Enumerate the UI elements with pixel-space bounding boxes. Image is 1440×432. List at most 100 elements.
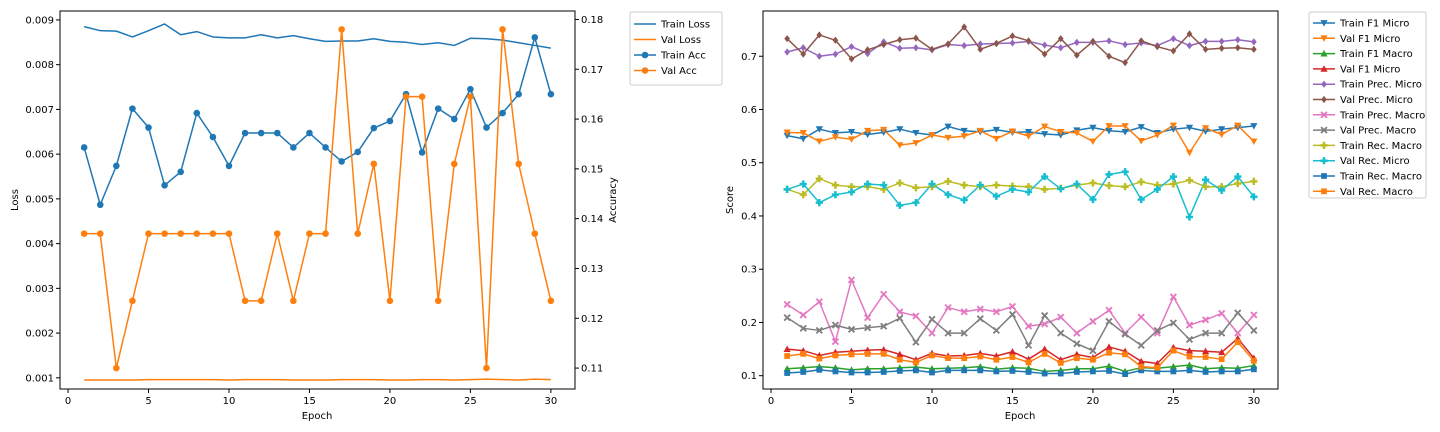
- train-rec-macro-point: [1234, 179, 1242, 188]
- train-prec-micro-point: [784, 48, 791, 56]
- train-acc-point: [209, 133, 217, 141]
- train-prec-micro-point: [1202, 37, 1209, 45]
- train-rec-macro-point: [992, 181, 1000, 189]
- val-f1-micro-point: [1105, 343, 1113, 350]
- train-acc-point: [145, 124, 152, 131]
- train-prec-macro-point: [944, 303, 952, 312]
- val-prec-micro-point: [1154, 43, 1161, 51]
- val-prec-micro-point: [1041, 50, 1048, 58]
- train-rec-macro-point: [1121, 183, 1129, 191]
- y-tick-label: 0.7: [741, 52, 757, 63]
- val-f1-micro-point: [1153, 359, 1161, 367]
- val-prec-macro-point: [1121, 330, 1129, 338]
- train-f1-macro-line: [787, 364, 1254, 373]
- val-f1-micro-point: [960, 133, 968, 140]
- val-f1-micro-point: [1008, 348, 1017, 355]
- x-tick-label: 5: [848, 396, 854, 407]
- train-prec-macro-point: [1169, 293, 1177, 301]
- val-rec-micro-line: [786, 171, 1255, 218]
- train-acc-point: [547, 90, 555, 98]
- chart1-y-ticks: 0.001 0.002 0.003 0.004 0.005 0.006 0.007 0.008…: [25, 15, 60, 384]
- val-rec-micro-point: [1234, 172, 1242, 181]
- train-rec-macro-point: [1122, 371, 1128, 377]
- val-acc-point: [193, 230, 201, 237]
- x-tick-label: 30: [1247, 396, 1260, 407]
- train-rec-macro-point: [929, 369, 935, 376]
- val-rec-macro-point: [1154, 364, 1161, 371]
- train-rec-macro-point: [1137, 178, 1145, 186]
- val-rec-macro-point: [1170, 347, 1177, 354]
- val-prec-macro-point: [1008, 310, 1017, 319]
- val-rec-macro-point: [1202, 354, 1209, 360]
- val-prec-micro-point: [913, 34, 919, 42]
- train-f1-micro-point: [847, 128, 856, 136]
- train-rec-macro-point: [896, 368, 903, 374]
- val-acc-point: [499, 26, 506, 33]
- val-prec-micro-point: [1025, 37, 1032, 45]
- train-prec-macro-point: [912, 312, 920, 320]
- y-tick-label: 0.003: [25, 284, 54, 295]
- val-rec-macro-point: [961, 355, 968, 362]
- legend-marker: [1320, 65, 1328, 72]
- train-rec-macro-point: [1009, 368, 1016, 374]
- legend-marker: [1320, 50, 1328, 57]
- val-rec-micro-point: [1201, 176, 1210, 184]
- val-prec-micro-point: [977, 45, 984, 53]
- train-acc-point: [257, 129, 265, 137]
- val-prec-micro-point: [1073, 51, 1080, 59]
- val-rec-micro-point: [1105, 170, 1113, 179]
- legend-label: Val Rec. Micro: [1340, 156, 1410, 167]
- chart2-y-ticks: 0.1 0.2 0.3 0.4 0.5 0.6 0.7: [741, 52, 763, 382]
- val-f1-micro-point: [992, 135, 1000, 143]
- chart1-legend: Train Loss Val Loss Train Acc Val Acc: [629, 11, 723, 86]
- val-rec-micro-point: [1041, 172, 1049, 181]
- score-metrics-chart: 0 5 10 15 20 25 30 0.1 0.2 0.3 0.4 0.5 0.6 0.7 Epoch…: [725, 10, 1427, 422]
- y-tick-label: 0.007: [25, 105, 54, 116]
- train-prec-macro-point: [960, 308, 968, 316]
- train-prec-macro-point: [1185, 321, 1194, 329]
- y2-tick-label: 0.11: [581, 364, 603, 375]
- train-prec-micro-point: [800, 44, 807, 52]
- chart1-y-axis-label: Loss: [10, 189, 21, 211]
- val-rec-micro-point: [928, 180, 936, 188]
- train-rec-macro-line: [786, 177, 1254, 196]
- val-prec-macro-point: [960, 329, 968, 337]
- train-prec-macro-point: [1089, 317, 1097, 325]
- train-rec-macro-point: [1024, 183, 1033, 191]
- val-rec-micro-point: [1218, 186, 1226, 195]
- train-prec-micro-point: [913, 44, 919, 52]
- chart1-y2-ticks: 0.11 0.12 0.13 0.14 0.15 0.16 0.17 0.18: [575, 15, 603, 375]
- x-tick-label: 10: [223, 396, 236, 407]
- train-acc-line: [83, 36, 552, 206]
- val-acc-line: [84, 28, 552, 369]
- train-rec-macro-point: [913, 367, 919, 374]
- train-rec-macro-point: [816, 366, 823, 373]
- train-rec-macro-point: [848, 369, 855, 376]
- train-prec-macro-point: [880, 290, 888, 298]
- train-rec-macro-point: [880, 185, 888, 193]
- chart2-legend-frame: [1308, 11, 1427, 199]
- train-prec-micro-point: [1250, 38, 1257, 46]
- val-prec-macro-point: [783, 314, 791, 322]
- val-prec-micro-point: [848, 55, 855, 63]
- val-acc-point: [177, 230, 185, 237]
- val-rec-macro-point: [1138, 363, 1145, 370]
- train-rec-macro-point: [799, 191, 807, 199]
- train-f1-macro-point: [799, 364, 807, 371]
- train-f1-macro-point: [1185, 361, 1194, 368]
- train-prec-micro-point: [1122, 40, 1128, 49]
- val-prec-micro-point: [896, 36, 903, 44]
- legend-label: Train F1 Micro: [1339, 19, 1409, 30]
- train-prec-macro-point: [783, 300, 791, 308]
- train-prec-macro-point: [896, 308, 904, 316]
- val-prec-macro-point: [1105, 317, 1113, 325]
- val-f1-micro-point: [1201, 347, 1210, 355]
- val-rec-macro-point: [1218, 356, 1225, 363]
- val-acc-point: [450, 160, 458, 168]
- val-prec-micro-point: [945, 40, 951, 48]
- train-prec-macro-point: [831, 338, 840, 346]
- legend-marker: [1321, 80, 1327, 88]
- train-prec-micro-point: [1218, 37, 1225, 45]
- train-f1-macro-point: [1105, 362, 1113, 369]
- chart2-axes-frame: [762, 10, 1279, 390]
